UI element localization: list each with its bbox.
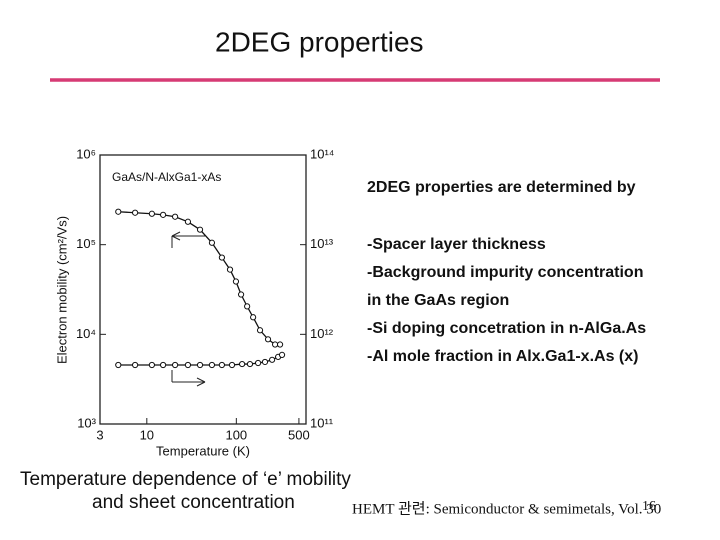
- data-point: [148, 210, 156, 217]
- data-point: [232, 278, 240, 285]
- x-tick-label: 3: [96, 427, 103, 442]
- text-item: -Si doping concetration in n-AlGa.As: [367, 320, 646, 337]
- text-item: in the GaAs region: [367, 292, 509, 309]
- data-point: [246, 360, 254, 368]
- y2-tick-label: 10¹³: [310, 236, 334, 251]
- data-point: [184, 218, 192, 225]
- data-point: [196, 226, 204, 233]
- arrow-left: [171, 231, 205, 248]
- data-point: [218, 361, 226, 369]
- y-tick-label: 10³: [77, 415, 96, 430]
- arrow-right: [171, 370, 206, 387]
- inset-label: GaAs/N-AlxGa1-xAs: [112, 170, 221, 184]
- text-block: 2DEG properties are determined by: [367, 179, 636, 196]
- text-item: -Al mole fraction in Alx.Ga1-x.As (x): [367, 348, 638, 365]
- text-heading: 2DEG properties are determined by: [367, 179, 636, 196]
- y2-tick-label: 10¹⁴: [310, 146, 334, 161]
- data-point: [208, 239, 216, 246]
- data-point: [264, 336, 272, 343]
- reference: HEMT 관련: Semiconductor & semimetals, Vol…: [352, 500, 661, 517]
- y-tick-label: 10⁴: [76, 326, 96, 341]
- data-point: [159, 211, 167, 218]
- slide-title: 2DEG properties: [215, 26, 424, 57]
- x-tick-label: 10: [140, 427, 154, 442]
- data-point: [269, 356, 276, 363]
- x-tick-label: 100: [225, 427, 247, 442]
- data-point: [196, 361, 204, 369]
- data-point: [132, 361, 139, 369]
- data-point: [276, 341, 284, 348]
- data-point: [148, 361, 156, 369]
- text-item: -Spacer layer thickness: [367, 236, 546, 253]
- y2-tick-label: 10¹¹: [310, 415, 334, 430]
- data-point: [271, 341, 279, 348]
- data-point: [254, 359, 262, 367]
- caption-line: and sheet concentration: [92, 492, 295, 513]
- page-number: 16: [642, 499, 656, 514]
- data-point: [228, 361, 236, 369]
- data-point: [159, 361, 167, 369]
- data-point: [184, 361, 192, 369]
- caption-line: Temperature dependence of ‘e’ mobility: [20, 469, 351, 490]
- data-point: [226, 266, 234, 273]
- x-tick-label: 500: [288, 427, 310, 442]
- data-point: [250, 314, 257, 321]
- data-point: [115, 208, 122, 215]
- data-point: [115, 361, 122, 369]
- data-point: [218, 254, 226, 261]
- data-point: [256, 327, 264, 334]
- data-point: [132, 209, 139, 216]
- data-point: [171, 213, 179, 220]
- data-point: [261, 358, 269, 366]
- y-tick-label: 10⁵: [76, 236, 96, 251]
- data-point: [244, 303, 251, 310]
- y-axis-label: Electron mobility (cm²/Vs): [54, 216, 69, 364]
- data-point: [239, 360, 246, 368]
- y-tick-label: 10⁶: [76, 146, 96, 161]
- data-point: [171, 361, 179, 369]
- data-point: [237, 291, 245, 298]
- data-point: [278, 351, 286, 358]
- x-axis-label: Temperature (K): [156, 443, 250, 458]
- text-item: -Background impurity concentration: [367, 264, 643, 281]
- y2-tick-label: 10¹²: [310, 326, 334, 341]
- plot-frame: [99, 154, 307, 425]
- data-point: [208, 361, 216, 369]
